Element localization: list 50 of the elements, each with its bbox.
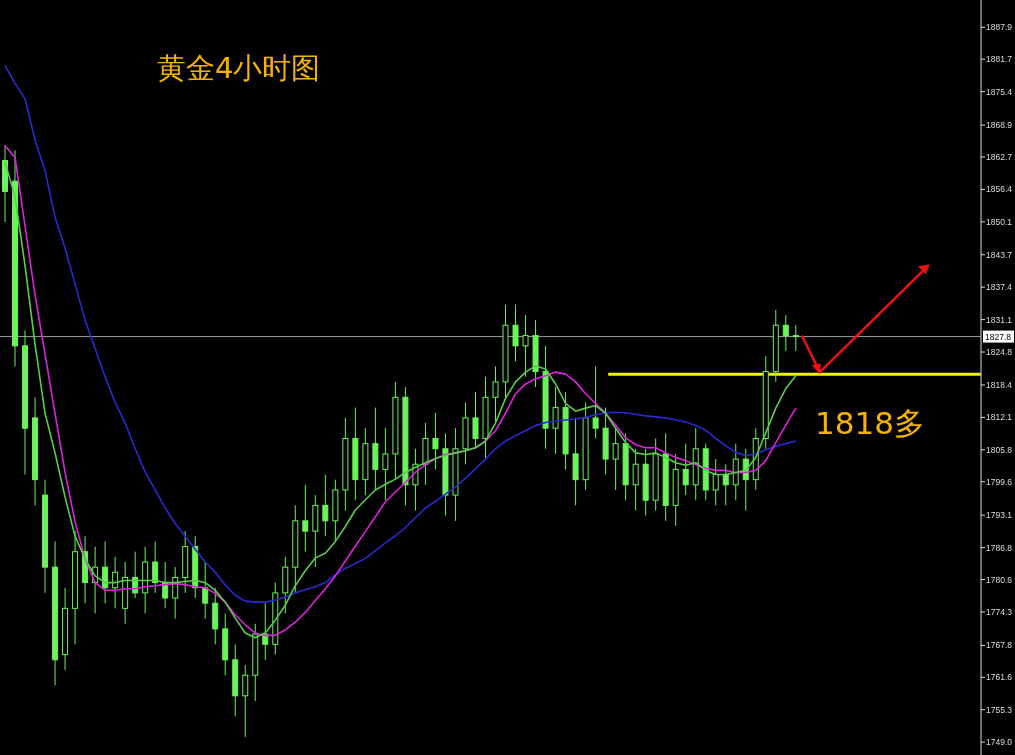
y-tick-label: 1862.7 xyxy=(986,151,1013,162)
candlestick xyxy=(632,448,639,512)
candlestick xyxy=(432,412,439,470)
y-tick-label: 1780.6 xyxy=(986,574,1013,585)
candlestick xyxy=(302,484,309,553)
annotation: 1818多 xyxy=(815,405,925,442)
candlestick xyxy=(492,365,499,424)
candlestick xyxy=(612,427,619,491)
candlestick xyxy=(202,561,209,620)
y-tick-label: 1868.9 xyxy=(986,120,1013,131)
candlestick xyxy=(592,365,599,439)
y-tick-label: 1767.8 xyxy=(986,640,1013,651)
candlestick xyxy=(722,463,729,506)
candlestick xyxy=(712,458,719,506)
y-tick-label: 1850.1 xyxy=(986,216,1013,227)
candlestick xyxy=(512,304,519,362)
y-tick-label: 1755.3 xyxy=(986,704,1013,715)
candlestick xyxy=(382,427,389,501)
text: 黄金4小时图 xyxy=(157,51,321,85)
y-tick-label: 1761.6 xyxy=(986,672,1013,683)
y-tick-label: 1793.1 xyxy=(986,510,1013,521)
candlestick xyxy=(782,314,789,352)
y-tick-label: 1799.6 xyxy=(986,476,1013,487)
y-tick-label: 1805.8 xyxy=(986,444,1013,455)
candlestick xyxy=(682,443,689,496)
y-tick-label: 1875.4 xyxy=(986,86,1013,97)
candlestick xyxy=(472,391,479,450)
y-tick-label: 1837.4 xyxy=(986,282,1013,293)
y-tick-label: 1786.8 xyxy=(986,542,1013,553)
candlestick xyxy=(322,474,329,537)
y-tick-label: 1749.0 xyxy=(986,737,1013,748)
candlestick xyxy=(102,540,109,604)
y-tick-label: 1843.7 xyxy=(986,249,1013,260)
candlestick xyxy=(242,664,249,738)
y-tick-label: 1812.1 xyxy=(986,412,1013,423)
y-tick-label: 1856.4 xyxy=(986,184,1013,195)
y-tick-label: 1881.7 xyxy=(986,54,1013,65)
candlestick xyxy=(112,556,119,609)
y-tick-label: 1887.9 xyxy=(986,22,1013,33)
candlestick xyxy=(172,566,179,620)
candlestick xyxy=(262,602,269,661)
y-tick-label: 1824.8 xyxy=(986,347,1013,358)
y-tick-label: 1818.4 xyxy=(986,379,1013,390)
candlestick xyxy=(522,314,529,378)
candlestick xyxy=(552,386,559,455)
ref-line-label: 1827.8 xyxy=(985,331,1012,342)
y-tick-label: 1774.3 xyxy=(986,606,1013,617)
candlestick xyxy=(792,324,799,352)
y-tick-label: 1831.1 xyxy=(986,314,1013,325)
candlestick xyxy=(152,540,159,594)
